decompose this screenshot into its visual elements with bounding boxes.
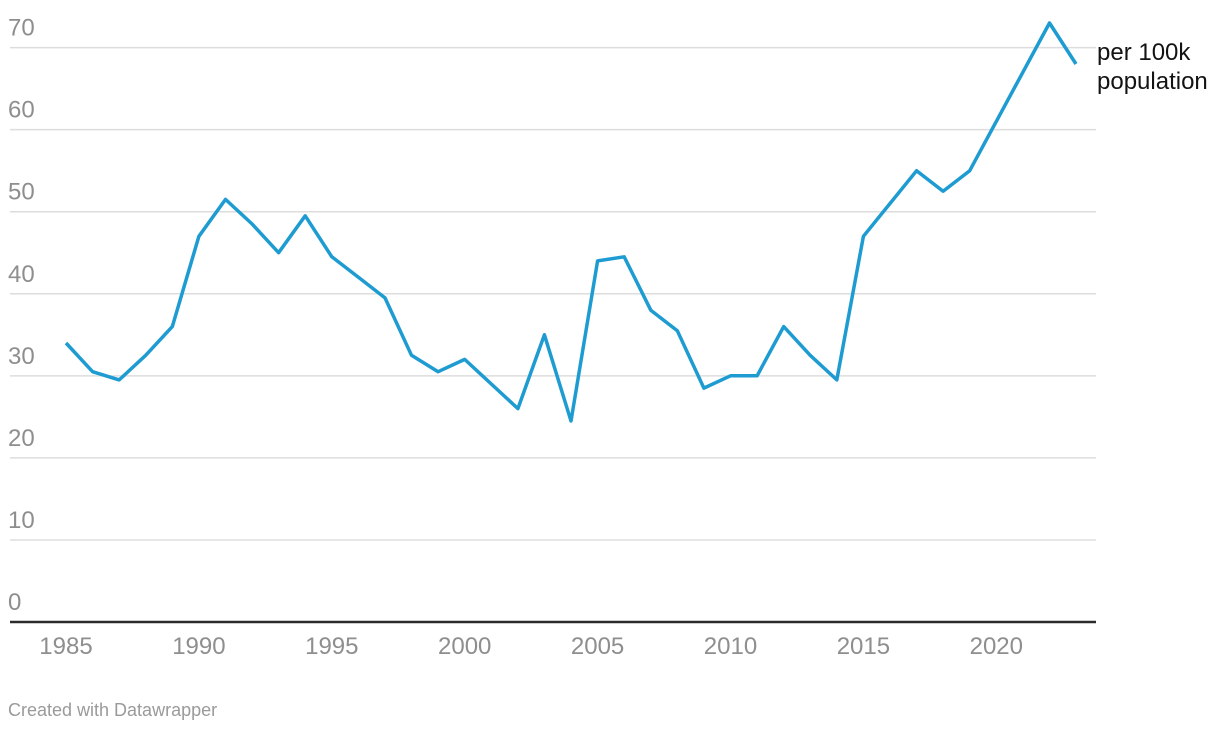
y-tick-label: 0 [8,589,21,616]
x-tick-label: 1990 [172,633,225,660]
y-tick-label: 70 [8,15,35,42]
x-tick-label: 1985 [39,633,92,660]
chart-plot-area: 0 10 20 30 40 50 60 70 1985 1990 1995 2000 2005 2010 2… [8,15,1096,660]
x-tick-label: 2015 [837,633,890,660]
y-tick-label: 20 [8,425,35,452]
x-tick-label: 2020 [970,633,1023,660]
data-line [64,21,1078,423]
y-tick-label: 30 [8,343,35,370]
x-tick-label: 2010 [704,633,757,660]
series-direct-label: per 100k population [1097,39,1208,95]
y-tick-label: 10 [8,507,35,534]
x-tick-label: 2000 [438,633,491,660]
y-tick-label: 50 [8,179,35,206]
x-tick-label: 2005 [571,633,624,660]
y-tick-label: 60 [8,97,35,124]
datawrapper-credit: Created with Datawrapper [8,700,218,720]
x-tick-label: 1995 [305,633,358,660]
y-tick-label: 40 [8,261,35,288]
